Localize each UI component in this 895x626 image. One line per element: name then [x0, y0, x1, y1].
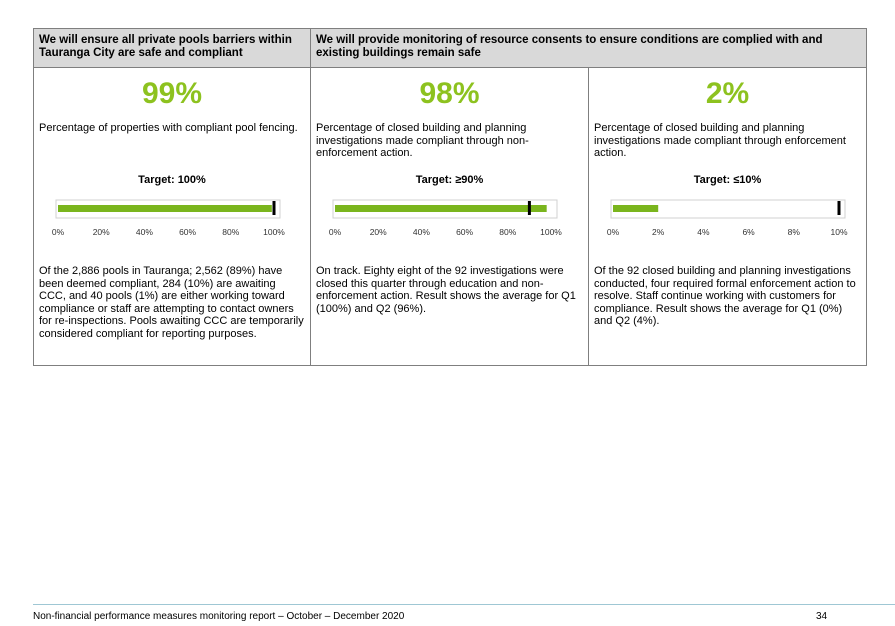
measure-description: Percentage of properties with compliant …	[39, 122, 298, 134]
tick-label: 0%	[607, 227, 620, 237]
target-label: Target: 100%	[138, 174, 206, 186]
target-marker	[837, 201, 841, 215]
bullet-chart: 0% 20% 40% 60% 80% 100%	[329, 199, 562, 237]
tick-label: 4%	[697, 227, 710, 237]
result-percent: 98%	[419, 77, 480, 110]
tick-label: 20%	[93, 227, 110, 237]
bullet-chart: 0% 2% 4% 6% 8% 10%	[607, 199, 848, 237]
tick-label: 2%	[652, 227, 665, 237]
table-header-pools: We will ensure all private pools barrier…	[34, 29, 311, 68]
tick-label: 40%	[136, 227, 153, 237]
tick-label: 100%	[263, 227, 285, 237]
commentary: Of the 2,886 pools in Tauranga; 2,562 (8…	[39, 265, 304, 340]
tick-label: 6%	[742, 227, 755, 237]
measure-column-enforcement: 2% Percentage of closed building and pla…	[589, 68, 866, 365]
measure-description: Percentage of closed building and planni…	[594, 122, 846, 159]
tick-label: 8%	[788, 227, 801, 237]
tick-label: 60%	[456, 227, 473, 237]
tick-label: 100%	[540, 227, 562, 237]
target-marker	[527, 201, 531, 215]
page-number: 34	[816, 611, 828, 622]
tick-label: 20%	[370, 227, 387, 237]
tick-label: 40%	[413, 227, 430, 237]
result-percent: 2%	[705, 77, 750, 110]
measure-column-pools: 99% Percentage of properties with compli…	[34, 68, 311, 365]
value-bar	[335, 205, 547, 212]
target-label: Target: ≥90%	[415, 174, 484, 186]
tick-label: 0%	[329, 227, 342, 237]
target-marker	[272, 201, 276, 215]
value-bar	[613, 205, 659, 212]
commentary: On track. Eighty eight of the 92 investi…	[316, 265, 576, 315]
bullet-chart: 0% 20% 40% 60% 80% 100%	[52, 199, 285, 237]
tick-label: 10%	[830, 227, 847, 237]
tick-label: 80%	[499, 227, 516, 237]
table-header-consents: We will provide monitoring of resource c…	[311, 29, 866, 68]
result-percent: 99%	[141, 77, 203, 110]
value-bar	[58, 205, 272, 212]
tick-label: 60%	[179, 227, 196, 237]
measure-column-non-enforcement: 98% Percentage of closed building and pl…	[311, 68, 589, 365]
commentary: Of the 92 closed building and planning i…	[594, 265, 856, 327]
measures-table: We will ensure all private pools barrier…	[33, 28, 867, 366]
chart-frame	[610, 199, 846, 219]
target-label: Target: ≤10%	[693, 174, 762, 186]
footer-divider	[33, 604, 895, 605]
tick-label: 80%	[222, 227, 239, 237]
footer-title: Non-financial performance measures monit…	[33, 611, 405, 622]
measure-description: Percentage of closed building and planni…	[316, 122, 529, 159]
tick-label: 0%	[52, 227, 65, 237]
